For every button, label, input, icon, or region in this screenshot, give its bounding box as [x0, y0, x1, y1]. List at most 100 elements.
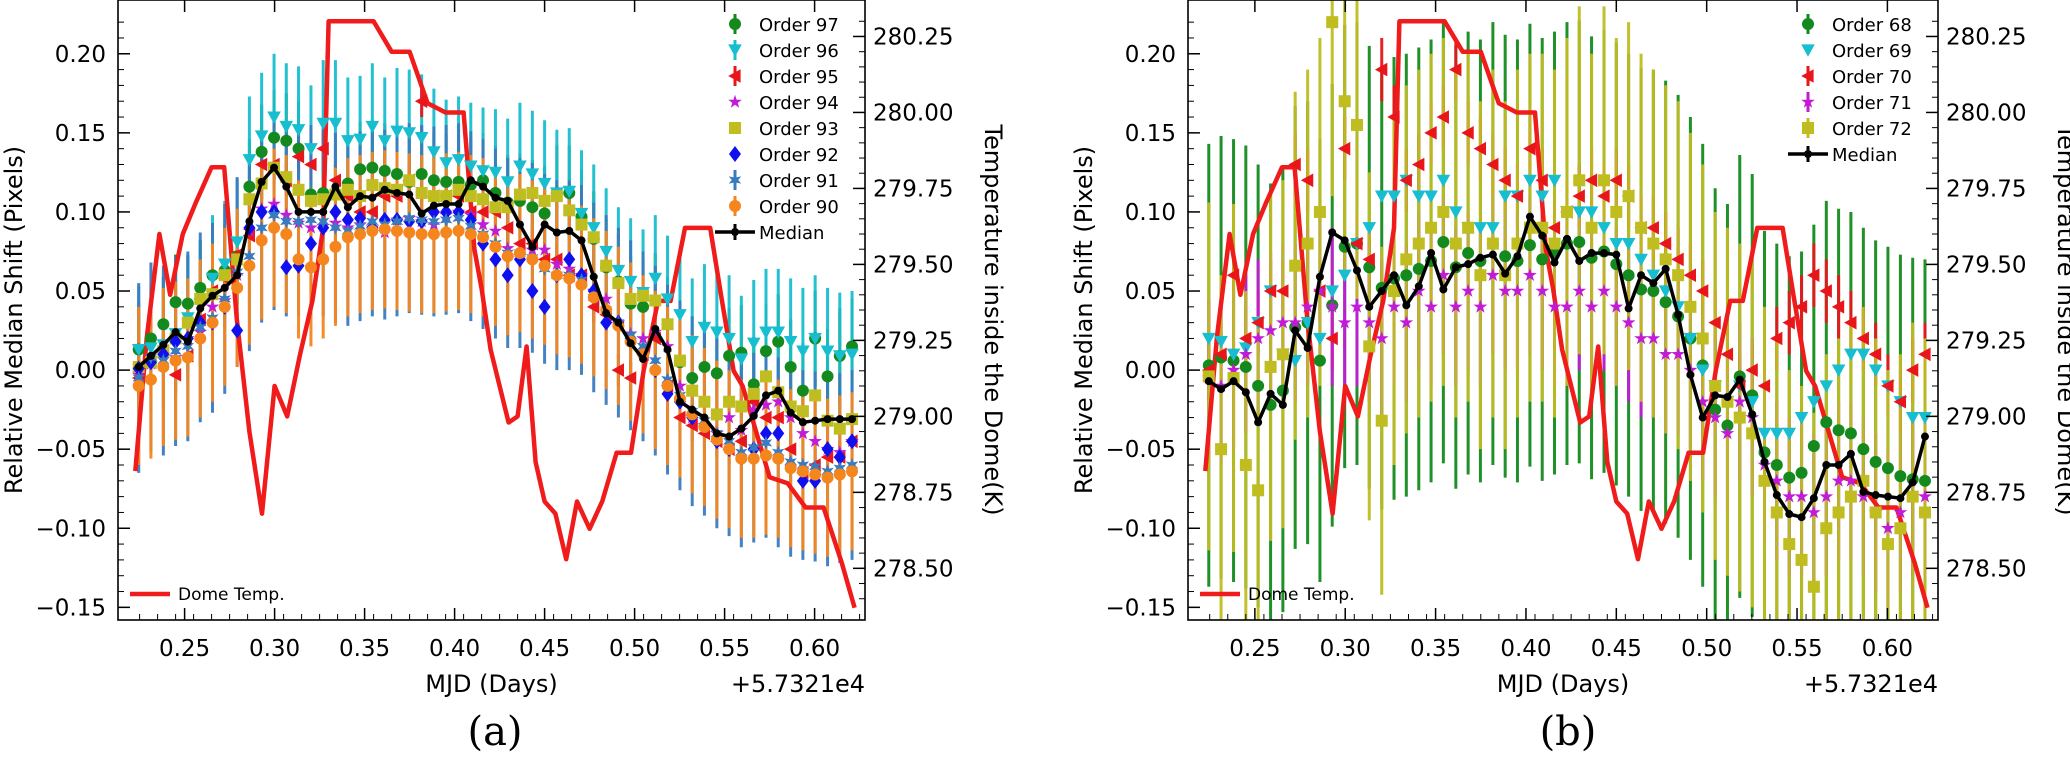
data-point: [427, 190, 440, 203]
data-point: [673, 410, 686, 425]
data-point: [1770, 459, 1783, 471]
y2-tick-label: 280.25: [873, 24, 953, 50]
data-point: [1362, 252, 1375, 267]
data-point: [1550, 258, 1559, 267]
data-point: [1486, 268, 1500, 281]
data-point: [1374, 190, 1389, 203]
x-tick-label: 0.60: [1862, 636, 1913, 662]
data-point: [452, 211, 465, 226]
data-point: [623, 275, 638, 289]
x-tick-label: 0.50: [1681, 636, 1732, 662]
legend-marker: [728, 94, 742, 108]
data-point: [1881, 538, 1894, 551]
data-point: [1820, 522, 1833, 535]
data-point: [1807, 580, 1820, 593]
data-point: [735, 400, 748, 413]
data-point: [451, 154, 466, 167]
legend-item-order-97: Order 97: [729, 14, 839, 36]
data-point: [294, 207, 303, 216]
data-point: [1794, 411, 1809, 425]
y-axis-title: Relative Median Shift (Pixels): [0, 146, 28, 494]
data-point: [637, 289, 650, 302]
data-point: [500, 176, 515, 189]
data-point: [1375, 414, 1388, 427]
data-point: [1436, 110, 1449, 124]
data-point: [366, 214, 379, 229]
legend-item-median: Median: [715, 223, 824, 244]
data-point: [1325, 331, 1338, 346]
data-point: [1609, 299, 1624, 313]
data-point: [1303, 343, 1312, 352]
data-point: [599, 291, 613, 305]
data-point: [515, 220, 524, 229]
data-point: [1513, 252, 1522, 261]
data-point: [700, 413, 709, 422]
data-point: [231, 281, 244, 294]
data-point: [637, 300, 650, 313]
data-point: [1350, 118, 1363, 131]
data-point: [500, 220, 514, 235]
data-point: [157, 353, 170, 368]
data-point: [1894, 470, 1907, 483]
data-point: [835, 415, 844, 424]
data-point: [725, 432, 734, 441]
legend-item-order-90: Order 90: [729, 196, 839, 218]
data-point: [1535, 190, 1550, 203]
data-point: [624, 292, 637, 305]
x-tick-label: 0.50: [609, 636, 660, 662]
data-point: [1797, 513, 1806, 522]
data-point: [1584, 299, 1599, 313]
data-point: [550, 269, 563, 282]
data-point: [1226, 362, 1241, 376]
data-point: [811, 416, 820, 425]
data-point: [648, 272, 663, 286]
data-point: [1239, 360, 1252, 373]
data-point: [1313, 205, 1326, 218]
data-point: [1819, 380, 1834, 393]
data-point: [1291, 326, 1300, 335]
data-point: [624, 328, 637, 343]
data-point: [169, 296, 182, 309]
data-point: [440, 226, 453, 239]
data-point: [1745, 396, 1760, 409]
data-point: [1612, 250, 1621, 259]
data-point: [1683, 332, 1698, 346]
data-point: [1735, 375, 1744, 384]
data-point: [1819, 284, 1832, 298]
data-point: [1498, 173, 1511, 188]
data-point: [796, 345, 810, 358]
data-point: [206, 316, 219, 329]
data-point: [365, 205, 378, 219]
data-point: [639, 355, 648, 364]
y2-tick-label: 278.50: [873, 556, 953, 582]
data-point: [513, 236, 526, 251]
data-point: [574, 207, 589, 221]
y-axis-title: Relative Median Shift (Pixels): [1070, 146, 1098, 494]
data-point: [183, 337, 192, 346]
data-point: [464, 219, 477, 234]
data-point: [1794, 300, 1808, 314]
data-point: [636, 339, 650, 354]
data-point: [1634, 253, 1648, 267]
data-point: [157, 360, 170, 373]
data-point: [1412, 237, 1425, 250]
data-point: [513, 160, 527, 173]
legend-label: Order 68: [1832, 15, 1912, 36]
data-point: [1510, 189, 1524, 203]
data-point: [1525, 212, 1534, 221]
data-point: [218, 269, 231, 282]
data-point: [1671, 347, 1685, 361]
x-tick-label: 0.45: [1591, 636, 1642, 662]
data-point: [417, 209, 426, 218]
data-point: [267, 111, 281, 124]
data-point: [796, 472, 809, 489]
data-point: [710, 433, 723, 446]
data-point: [1387, 190, 1401, 203]
data-point: [1819, 489, 1834, 503]
data-point: [697, 321, 712, 335]
data-point: [243, 180, 256, 193]
data-point: [267, 207, 281, 223]
data-point: [380, 185, 389, 194]
data-point: [1846, 449, 1855, 458]
data-point: [1881, 379, 1894, 393]
